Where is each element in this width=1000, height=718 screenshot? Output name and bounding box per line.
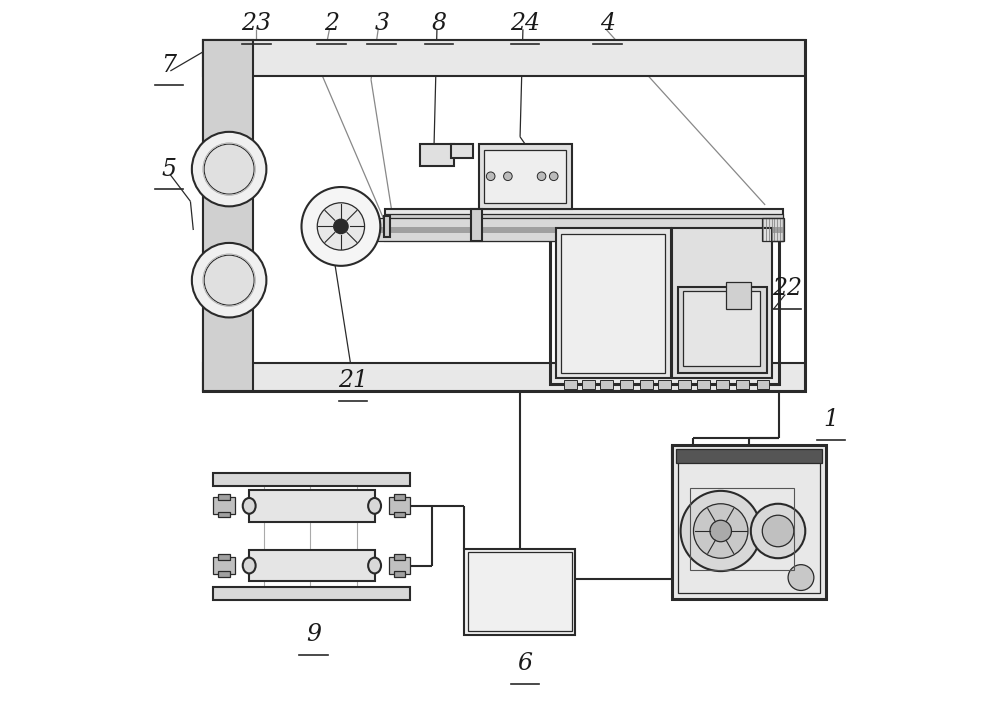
Circle shape xyxy=(681,491,761,571)
Bar xyxy=(218,495,230,500)
Bar xyxy=(716,381,729,389)
Bar xyxy=(683,291,760,366)
Bar xyxy=(678,381,691,389)
Text: 6: 6 xyxy=(518,652,533,675)
Bar xyxy=(676,449,822,463)
Bar xyxy=(697,381,710,389)
Circle shape xyxy=(537,172,546,180)
Bar xyxy=(203,363,805,391)
Bar xyxy=(640,381,653,389)
Bar xyxy=(213,498,235,515)
Bar xyxy=(213,587,410,600)
Bar xyxy=(394,512,405,518)
Bar xyxy=(690,488,794,570)
Bar xyxy=(394,554,405,560)
Bar xyxy=(218,554,230,560)
Text: 8: 8 xyxy=(432,12,447,35)
Bar xyxy=(678,286,767,373)
Bar xyxy=(249,490,375,522)
Text: 7: 7 xyxy=(161,54,176,77)
Bar xyxy=(385,214,783,236)
Bar xyxy=(658,381,671,389)
Circle shape xyxy=(204,255,254,305)
Bar xyxy=(420,144,454,166)
Text: 22: 22 xyxy=(772,277,802,300)
Circle shape xyxy=(486,172,495,180)
Bar xyxy=(564,381,577,389)
Text: 1: 1 xyxy=(824,409,839,432)
Bar xyxy=(762,218,784,241)
Text: 21: 21 xyxy=(338,369,368,392)
Circle shape xyxy=(192,132,266,206)
Circle shape xyxy=(317,202,365,250)
Bar xyxy=(757,381,769,389)
Bar xyxy=(341,218,783,241)
Bar xyxy=(620,381,633,389)
Bar xyxy=(203,40,253,391)
Circle shape xyxy=(301,187,380,266)
Bar xyxy=(672,228,772,378)
Bar xyxy=(678,451,820,593)
Ellipse shape xyxy=(368,558,381,574)
Circle shape xyxy=(751,504,805,558)
Ellipse shape xyxy=(243,498,256,514)
Circle shape xyxy=(192,243,266,317)
Ellipse shape xyxy=(368,498,381,514)
Text: 3: 3 xyxy=(374,12,389,35)
Bar xyxy=(249,550,375,582)
Bar xyxy=(213,557,235,574)
Bar xyxy=(582,381,595,389)
Circle shape xyxy=(549,172,558,180)
Text: 9: 9 xyxy=(306,623,321,646)
Bar xyxy=(213,473,410,486)
Bar xyxy=(203,40,805,76)
Bar xyxy=(389,498,410,515)
Bar xyxy=(385,208,783,241)
Text: 2: 2 xyxy=(324,12,339,35)
Circle shape xyxy=(788,564,814,590)
Bar xyxy=(389,557,410,574)
Bar xyxy=(561,233,665,373)
Bar xyxy=(556,228,671,378)
Bar xyxy=(394,495,405,500)
Bar xyxy=(451,144,473,159)
Bar xyxy=(484,150,566,202)
Circle shape xyxy=(693,504,748,558)
Bar xyxy=(479,144,572,208)
Bar xyxy=(218,572,230,577)
Bar xyxy=(464,549,575,635)
Bar xyxy=(384,215,390,237)
Bar xyxy=(468,552,572,631)
Bar xyxy=(218,512,230,518)
Circle shape xyxy=(334,219,348,233)
Ellipse shape xyxy=(243,558,256,574)
Bar xyxy=(736,381,749,389)
Circle shape xyxy=(504,172,512,180)
Bar xyxy=(726,281,751,309)
Bar xyxy=(471,209,482,241)
Text: 5: 5 xyxy=(161,157,176,181)
Bar xyxy=(672,445,826,599)
Circle shape xyxy=(710,521,731,542)
Text: 24: 24 xyxy=(510,12,540,35)
Text: 23: 23 xyxy=(241,12,271,35)
Bar xyxy=(203,40,805,391)
Bar xyxy=(341,227,783,233)
Circle shape xyxy=(204,144,254,194)
Text: 4: 4 xyxy=(600,12,615,35)
Circle shape xyxy=(762,516,794,546)
Bar xyxy=(600,381,613,389)
Bar xyxy=(394,572,405,577)
Bar xyxy=(550,219,779,384)
